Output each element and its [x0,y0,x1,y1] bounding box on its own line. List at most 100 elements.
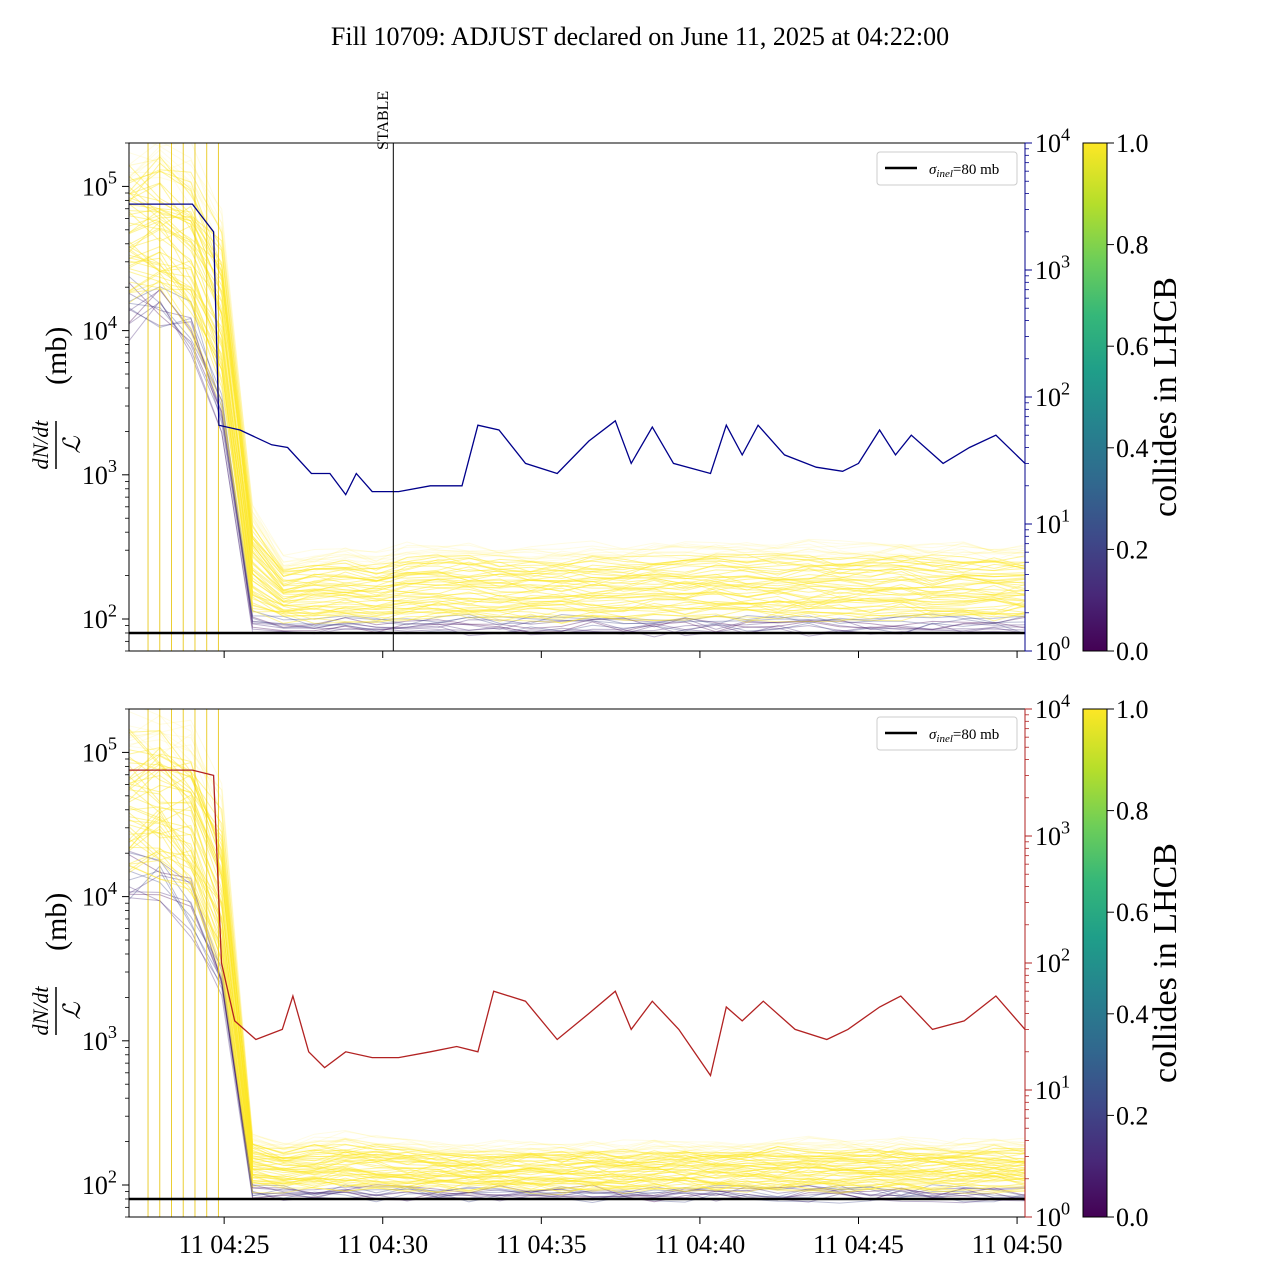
y2-tick-label: 103 [1035,251,1070,285]
bunch-line [129,830,1025,1188]
bunch-line [129,197,1025,578]
bunch-line [129,744,1025,1159]
bottom-legend-box [876,716,1018,751]
bunch-line [129,831,1025,1191]
bunch-line [129,811,1025,1185]
colorbar-tick-label: 0.4 [1116,1000,1149,1029]
colorbar-tick-label: 0.6 [1116,332,1149,361]
bunch-line [129,170,1025,577]
bunch-line [129,865,1025,1196]
bunch-line [129,819,1025,1181]
y-tick-label: 105 [82,734,117,768]
bunch-line [129,182,1025,583]
x-tick-label: 11 04:50 [972,1230,1063,1259]
bunch-line [129,153,1025,563]
bunch-line [129,774,1025,1175]
bunch-line [129,762,1025,1170]
bunch-line [129,186,1025,587]
bunch-line [129,825,1025,1186]
bottom-plot-area [129,709,1025,1217]
bunch-line [129,246,1025,611]
bunch-line [129,789,1025,1178]
bunch-line [129,795,1025,1179]
bottom-legend: σinel=80 mb [876,716,1018,751]
bunch-line [129,774,1025,1169]
top-colorbar-label: collides in LHCB [1147,277,1184,517]
bunch-line [129,254,1025,614]
top-legend-box [876,151,1018,186]
bunch-line [129,865,1025,1199]
bunch-line [129,758,1025,1165]
bunch-line [129,828,1025,1187]
colorbar-tick-label: 0.8 [1116,231,1149,260]
y2-tick-label: 100 [1035,632,1070,666]
bunch-line [129,805,1025,1178]
bunch-line [129,763,1025,1164]
y2-tick-label: 100 [1035,1198,1070,1232]
bunch-line [129,152,1025,568]
bunch-line [129,728,1025,1159]
bottom-colorbar: 0.0 0.2 0.4 0.6 0.8 1.0 collides in LHCB [1082,695,1184,1232]
bunch-line [129,769,1025,1173]
bunch-line [129,731,1025,1160]
x-tick-label: 11 04:40 [655,1230,746,1259]
bottom-panel: 102 103 104 105 100 101 102 103 104 11 04:25 11 04… [28,690,1184,1259]
bunch-line [129,220,1025,600]
bunch-line [129,272,1025,620]
bunch-line [129,282,1025,630]
colorbar-tick-label: 0.0 [1116,1203,1149,1232]
bunch-line [129,739,1025,1152]
bunch-line [129,812,1025,1180]
bunch-line [129,859,1025,1194]
bunch-line [129,784,1025,1169]
top-colorbar-gradient [1082,142,1108,652]
bunch-line [129,199,1025,594]
bunch-line [129,724,1025,1155]
right-axis-series-line [129,769,1025,1078]
top-ylabel-unit: (mb) [40,327,73,385]
bunch-line [129,176,1025,578]
bunch-line [129,288,1025,621]
bunch-line [129,203,1025,584]
top-axes: 102 103 104 105 100 101 102 103 104 [82,124,1070,666]
y2-tick-label: 101 [1035,1071,1070,1105]
bunch-line [129,257,1025,616]
colorbar-tick-label: 1.0 [1116,129,1149,158]
colorbar-tick-label: 1.0 [1116,695,1149,724]
top-legend-label: σinel=80 mb [929,162,999,180]
bunch-line [129,209,1025,592]
bunch-line [129,288,1025,633]
bunch-line [129,806,1025,1177]
bottom-colorbar-ticks: 0.0 0.2 0.4 0.6 0.8 1.0 [1107,695,1149,1232]
bunch-line [129,268,1025,615]
y-tick-label: 105 [82,168,117,202]
top-ylabel-denominator: ℒ [60,436,86,454]
bunch-line [129,260,1025,602]
bunch-line [129,169,1025,577]
bunch-line [129,808,1025,1184]
colorbar-tick-label: 0.2 [1116,535,1149,564]
bunch-line [129,214,1025,594]
bunch-line [129,156,1025,569]
bunch-line [129,237,1025,607]
bunch-line [129,746,1025,1164]
bunch-line [129,874,1025,1199]
bunch-line [129,158,1025,570]
bunch-line [129,215,1025,595]
bottom-ylabel-unit: (mb) [40,893,73,951]
bunch-line [129,786,1025,1172]
bunch-line [129,143,1025,567]
bunch-line [129,251,1025,615]
bunch-line [129,279,1025,624]
bunch-line [129,805,1025,1177]
y-tick-label: 102 [82,600,117,634]
bunch-line [129,182,1025,585]
bunch-line [129,281,1025,622]
bunch-line [129,250,1025,614]
colorbar-tick-label: 0.6 [1116,898,1149,927]
bunch-line [129,852,1025,1197]
bunch-line [129,222,1025,603]
x-tick-label: 11 04:25 [179,1230,270,1259]
colorbar-tick-label: 0.0 [1116,637,1149,666]
